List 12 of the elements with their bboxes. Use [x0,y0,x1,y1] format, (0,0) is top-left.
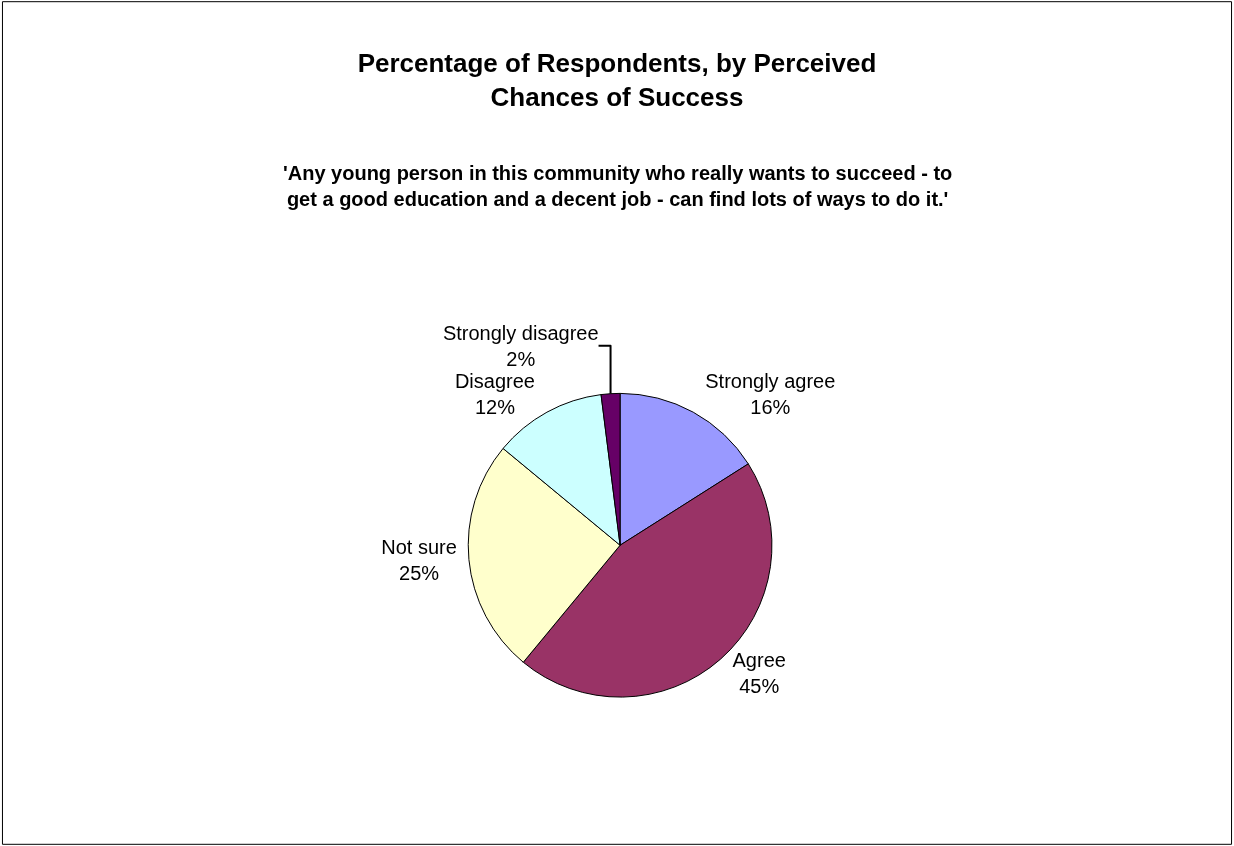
chart-title: Percentage of Respondents, by Perceived Chances of Success [357,47,877,112]
data-label: 25% [399,561,440,584]
slice-label: Strongly disagree [442,321,599,344]
slice-label: Disagree [454,369,535,392]
slice-label: Not sure [381,535,457,558]
slice-label: Strongly agree [705,369,836,392]
slice-label: Agree [732,648,786,671]
data-label: 2% [506,347,536,370]
data-label: 16% [750,395,791,418]
data-label: 45% [739,674,780,697]
data-label: 12% [474,395,516,418]
chart-subtitle: 'Any young person in this community who really wants to succeed - to get a good education and a decent job - can find lots of ways to do it.' [283,162,953,210]
